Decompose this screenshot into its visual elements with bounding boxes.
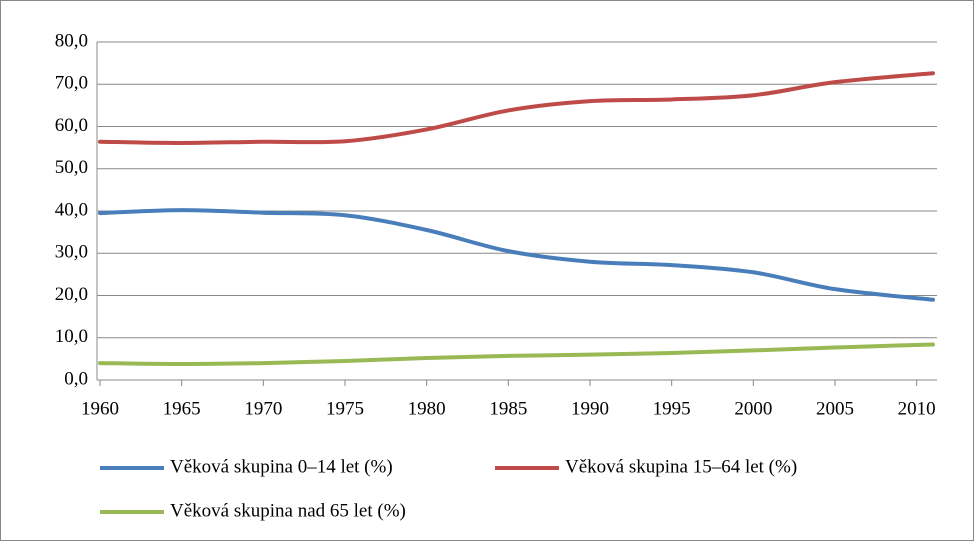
y-tick-label: 60,0 (55, 115, 88, 136)
x-tick-label: 1990 (571, 398, 609, 419)
y-tick-label: 80,0 (55, 30, 88, 51)
x-tick-label: 1985 (489, 398, 527, 419)
y-tick-label: 70,0 (55, 73, 88, 94)
x-tick-label: 2010 (898, 398, 936, 419)
y-tick-label: 50,0 (55, 157, 88, 178)
y-tick-label: 20,0 (55, 284, 88, 305)
x-tick-label: 2005 (816, 398, 854, 419)
y-tick-label: 0,0 (64, 368, 88, 389)
x-tick-label: 1965 (163, 398, 201, 419)
y-tick-label: 10,0 (55, 326, 88, 347)
x-tick-label: 1975 (326, 398, 364, 419)
series-line (98, 342, 935, 366)
y-tick-label: 30,0 (55, 242, 88, 263)
x-tick-label: 1970 (244, 398, 282, 419)
series-line (98, 208, 935, 302)
x-tick-label: 1980 (408, 398, 446, 419)
series-line (98, 71, 935, 145)
legend-label: Věková skupina nad 65 let (%) (170, 500, 406, 521)
legend-label: Věková skupina 15–64 let (%) (565, 456, 797, 477)
x-tick-label: 2000 (734, 398, 772, 419)
y-tick-label: 40,0 (55, 199, 88, 220)
x-tick-label: 1995 (653, 398, 691, 419)
legend-label: Věková skupina 0–14 let (%) (170, 456, 393, 477)
x-tick-label: 1960 (81, 398, 119, 419)
